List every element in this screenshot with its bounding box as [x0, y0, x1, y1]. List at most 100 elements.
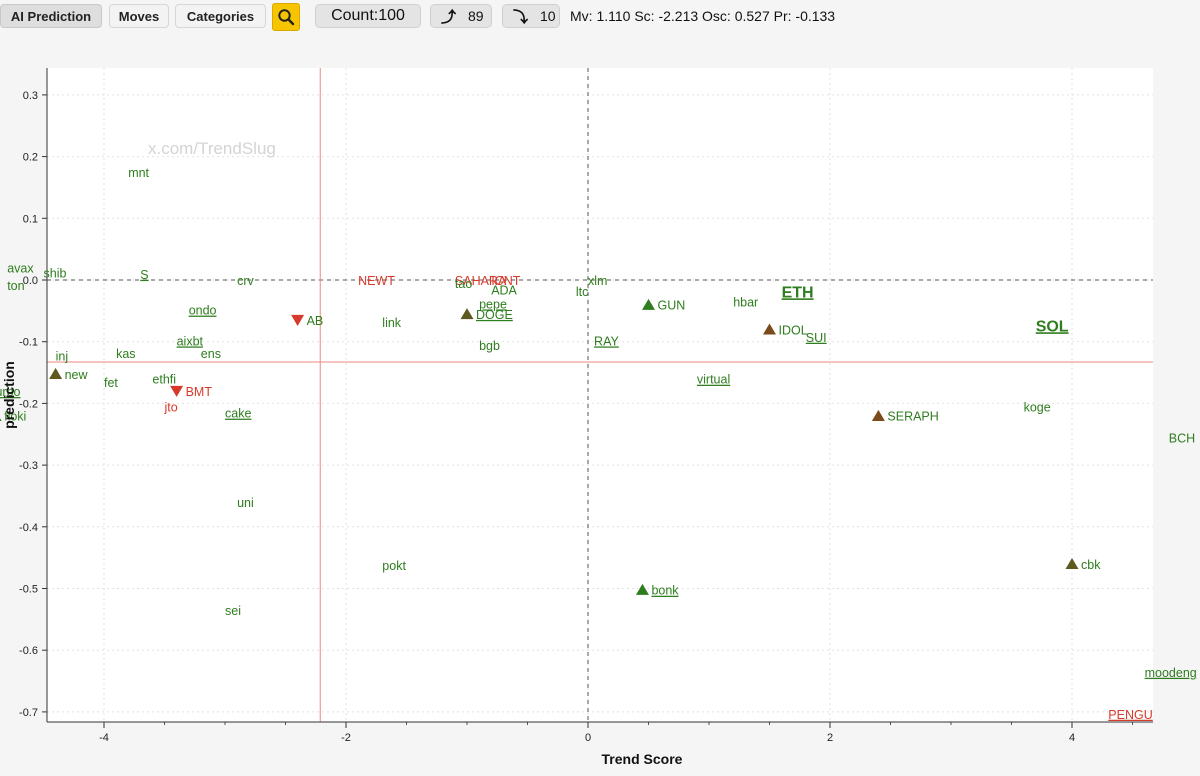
point-label: ton [7, 279, 24, 293]
data-point[interactable]: ICNT [491, 274, 521, 288]
data-point[interactable]: inj [56, 349, 69, 363]
point-label: bonk [651, 584, 679, 598]
data-point[interactable]: xlm [588, 274, 607, 288]
x-tick-label: -4 [99, 732, 109, 744]
data-point[interactable]: pokt [382, 559, 406, 573]
data-point[interactable]: sei [225, 604, 241, 618]
data-point[interactable]: crv [237, 274, 254, 288]
y-tick-label: -0.3 [19, 460, 38, 472]
trend-down-icon: ⤵ [513, 8, 529, 26]
y-tick-label: -0.6 [19, 645, 38, 657]
x-tick-label: 2 [827, 732, 833, 744]
point-label: ens [201, 347, 221, 361]
down-count-badge[interactable]: ⤵ 10 [502, 4, 560, 28]
point-label: RAY [594, 334, 619, 348]
data-point[interactable]: new [49, 367, 89, 382]
data-point[interactable]: moodeng [1145, 666, 1197, 680]
y-tick-label: -0.4 [19, 522, 38, 534]
point-label: BCH [1169, 431, 1195, 445]
data-point[interactable]: aixbt [177, 334, 204, 348]
data-point[interactable]: pepe [479, 297, 507, 311]
ai-prediction-tab[interactable]: AI Prediction [0, 4, 102, 28]
point-label: SUI [806, 331, 827, 345]
trend-up-icon: ⤴ [441, 8, 457, 26]
data-point[interactable]: PENGU [1108, 708, 1152, 722]
categories-tab[interactable]: Categories [175, 4, 266, 28]
triangle-down-marker [170, 385, 184, 397]
count-display: Count:100 [315, 4, 421, 28]
data-point[interactable]: AB [291, 314, 323, 328]
point-label: shib [44, 267, 67, 281]
data-point[interactable]: ton [7, 279, 24, 293]
point-label: hbar [733, 296, 758, 310]
search-icon [278, 9, 295, 26]
y-tick-label: 0.1 [23, 213, 38, 225]
data-point[interactable]: jto [164, 400, 178, 414]
data-point[interactable]: floki [0, 410, 26, 424]
data-point[interactable]: RAY [594, 334, 619, 348]
data-point[interactable]: bonk [635, 584, 679, 598]
data-point[interactable]: BCH [1169, 431, 1195, 445]
point-label: pokt [382, 559, 406, 573]
triangle-up-marker [642, 298, 655, 310]
data-point[interactable]: ADA [491, 283, 517, 297]
data-point[interactable]: koge [1024, 400, 1051, 414]
point-label: ADA [491, 283, 517, 297]
data-point[interactable]: ethfi [152, 373, 176, 387]
point-label: inj [56, 349, 69, 363]
point-label: DOGE [476, 308, 513, 322]
data-point[interactable]: fet [104, 376, 118, 390]
triangle-up-marker [1065, 557, 1079, 570]
toolbar: AI Prediction Moves Categories Count:100… [0, 0, 1200, 34]
moves-tab[interactable]: Moves [109, 4, 169, 28]
point-label: cake [225, 407, 251, 421]
y-tick-label: 0.2 [23, 152, 38, 164]
point-label: new [65, 368, 89, 382]
data-point[interactable]: GUN [642, 299, 685, 313]
data-point[interactable]: cake [225, 407, 251, 421]
up-count-badge[interactable]: ⤴ 89 [430, 4, 492, 28]
y-tick-label: -0.2 [19, 398, 38, 410]
data-point[interactable]: SAHARA [455, 274, 507, 288]
data-point[interactable]: bgb [479, 339, 500, 353]
triangle-up-marker [49, 367, 63, 379]
data-point[interactable]: S [140, 268, 148, 282]
data-point[interactable]: uni [237, 496, 254, 510]
data-point[interactable]: tao [455, 277, 472, 291]
data-point[interactable]: NEWT [358, 274, 395, 288]
data-point[interactable]: SERAPH [871, 410, 939, 424]
data-point[interactable]: SOL [1036, 318, 1069, 335]
point-label: NEWT [358, 274, 395, 288]
search-button[interactable] [272, 3, 300, 31]
data-point[interactable]: ondo [189, 304, 217, 318]
data-point[interactable]: ens [201, 347, 221, 361]
data-point[interactable]: shib [44, 267, 67, 281]
data-point[interactable]: IDOL [763, 323, 808, 337]
y-tick-label: -0.7 [19, 707, 38, 719]
y-tick-label: 0.3 [23, 90, 38, 102]
triangle-up-marker [0, 418, 2, 421]
data-point[interactable]: turbo [0, 385, 21, 399]
point-label: ltc [576, 285, 589, 299]
x-tick-label: -2 [341, 732, 351, 744]
data-point[interactable]: virtual [697, 373, 730, 387]
data-point[interactable]: avax [7, 262, 34, 276]
data-points: stmxftnacxbnbtiaPImntPROMPTai16zCUDISgra… [0, 166, 1197, 722]
point-label: xlm [588, 274, 607, 288]
reference-lines [47, 68, 1153, 722]
data-point[interactable]: hbar [733, 296, 758, 310]
data-point[interactable]: ETH [782, 284, 814, 301]
data-point[interactable]: DOGE [460, 308, 513, 322]
data-point[interactable]: mnt [128, 166, 149, 180]
y-tick-label: -0.1 [19, 337, 38, 349]
data-point[interactable]: BMT [170, 385, 212, 399]
data-point[interactable]: ltc [576, 285, 589, 299]
point-label: SAHARA [455, 274, 507, 288]
data-point[interactable]: kas [116, 347, 135, 361]
data-point[interactable]: SUI [806, 331, 827, 345]
data-point[interactable]: link [382, 316, 402, 330]
scatter-chart: x.com/TrendSlug 0.3 0.2 0.1 0.0 -0.1 -0.2 -0.3… [0, 68, 1197, 767]
data-point[interactable]: cbk [1065, 557, 1102, 572]
point-label: uni [237, 496, 254, 510]
point-label: S [140, 268, 148, 282]
